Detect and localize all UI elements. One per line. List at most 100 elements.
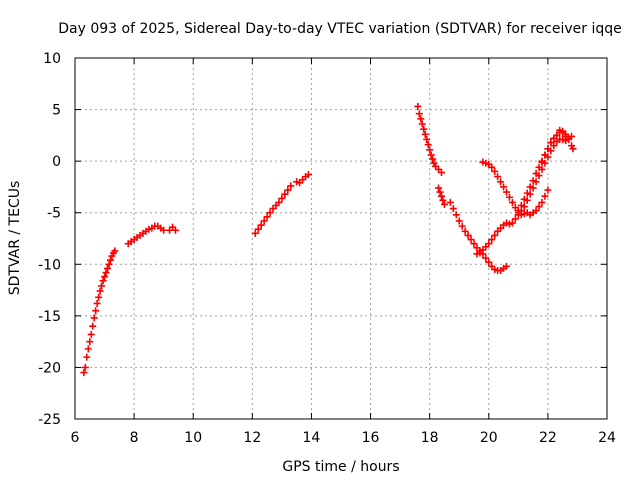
data-point <box>508 198 516 206</box>
data-point <box>418 120 426 128</box>
data-point <box>511 215 519 223</box>
data-point <box>415 110 423 118</box>
x-axis-ticks: 6 8 10 12 14 16 18 20 22 24 <box>71 58 616 446</box>
grid <box>75 58 607 419</box>
data-point <box>541 192 549 200</box>
data-point <box>93 299 101 307</box>
data-point <box>436 188 444 196</box>
data-point <box>446 198 454 206</box>
data-point <box>89 322 97 330</box>
data-point <box>171 226 179 234</box>
data-point <box>485 258 493 266</box>
data-point <box>526 190 534 198</box>
data-point <box>92 307 100 315</box>
data-point <box>86 338 94 346</box>
data-point <box>87 330 95 338</box>
data-point <box>260 217 268 225</box>
data-point <box>553 131 561 139</box>
data-point <box>544 145 552 153</box>
x-tick-label: 14 <box>303 430 321 446</box>
data-point <box>160 226 168 234</box>
x-tick-label: 6 <box>71 430 80 446</box>
data-point <box>452 211 460 219</box>
data-point <box>257 221 265 229</box>
series-arc-2 <box>124 222 179 248</box>
data-point <box>538 158 546 166</box>
data-point <box>535 172 543 180</box>
data-point <box>547 139 555 147</box>
data-point <box>266 209 274 217</box>
x-tick-label: 24 <box>598 430 616 446</box>
data-point <box>439 196 447 204</box>
series-arc-1 <box>80 247 119 377</box>
data-point <box>541 151 549 159</box>
x-axis-label: GPS time / hours <box>282 459 399 475</box>
x-tick-label: 22 <box>539 430 557 446</box>
data-point <box>488 163 496 171</box>
data-point <box>251 229 259 237</box>
data-point <box>532 178 540 186</box>
series-arc-6 <box>473 132 576 258</box>
data-point <box>287 182 295 190</box>
data-point <box>426 146 434 154</box>
y-axis-label: SDTVAR / TECUs <box>7 181 23 296</box>
data-point <box>106 256 114 264</box>
data-point <box>90 314 98 322</box>
data-point <box>440 200 448 208</box>
data-point <box>105 260 113 268</box>
data-point <box>278 194 286 202</box>
data-point <box>102 269 110 277</box>
data-point <box>544 186 552 194</box>
data-point <box>263 213 271 221</box>
x-tick-label: 20 <box>480 430 498 446</box>
data-point <box>461 227 469 235</box>
data-point <box>488 236 496 244</box>
data-point <box>458 222 466 230</box>
data-point <box>421 130 429 138</box>
data-point <box>83 353 91 361</box>
data-point <box>467 236 475 244</box>
y-tick-label: -10 <box>38 257 61 273</box>
series-arc-4 <box>414 102 511 274</box>
data-point <box>98 282 106 290</box>
data-point <box>275 198 283 206</box>
data-point <box>538 198 546 206</box>
data-point <box>503 188 511 196</box>
data-point <box>520 203 528 211</box>
data-point <box>96 287 104 295</box>
data-point <box>81 363 89 371</box>
y-axis-ticks: -25 -20 -15 -10 -5 0 5 10 <box>38 51 607 428</box>
y-tick-label: -15 <box>38 309 61 325</box>
data-point <box>429 155 437 163</box>
data-point <box>505 193 513 201</box>
x-tick-label: 8 <box>130 430 139 446</box>
data-point <box>538 165 546 173</box>
data-point <box>562 130 570 138</box>
data-point <box>423 135 431 143</box>
data-point <box>485 240 493 248</box>
x-tick-label: 18 <box>421 430 439 446</box>
data-point <box>529 184 537 192</box>
data-point <box>569 145 577 153</box>
data-point <box>500 183 508 191</box>
data-point <box>420 125 428 133</box>
y-tick-label: -5 <box>47 206 61 222</box>
data-point <box>568 132 576 140</box>
data-point <box>84 345 92 353</box>
data-point <box>281 190 289 198</box>
data-point <box>284 186 292 194</box>
data-point <box>503 262 511 270</box>
x-tick-label: 12 <box>243 430 261 446</box>
y-tick-label: 5 <box>52 103 61 119</box>
data-point <box>435 184 443 192</box>
data-point <box>254 225 262 233</box>
data-point <box>99 277 107 285</box>
data-point <box>104 264 112 272</box>
data-point <box>80 369 88 377</box>
data-points <box>80 102 577 377</box>
data-point <box>532 207 540 215</box>
data-point <box>464 231 472 239</box>
data-point <box>523 196 531 204</box>
series-arc-3 <box>251 171 312 237</box>
data-point <box>491 231 499 239</box>
